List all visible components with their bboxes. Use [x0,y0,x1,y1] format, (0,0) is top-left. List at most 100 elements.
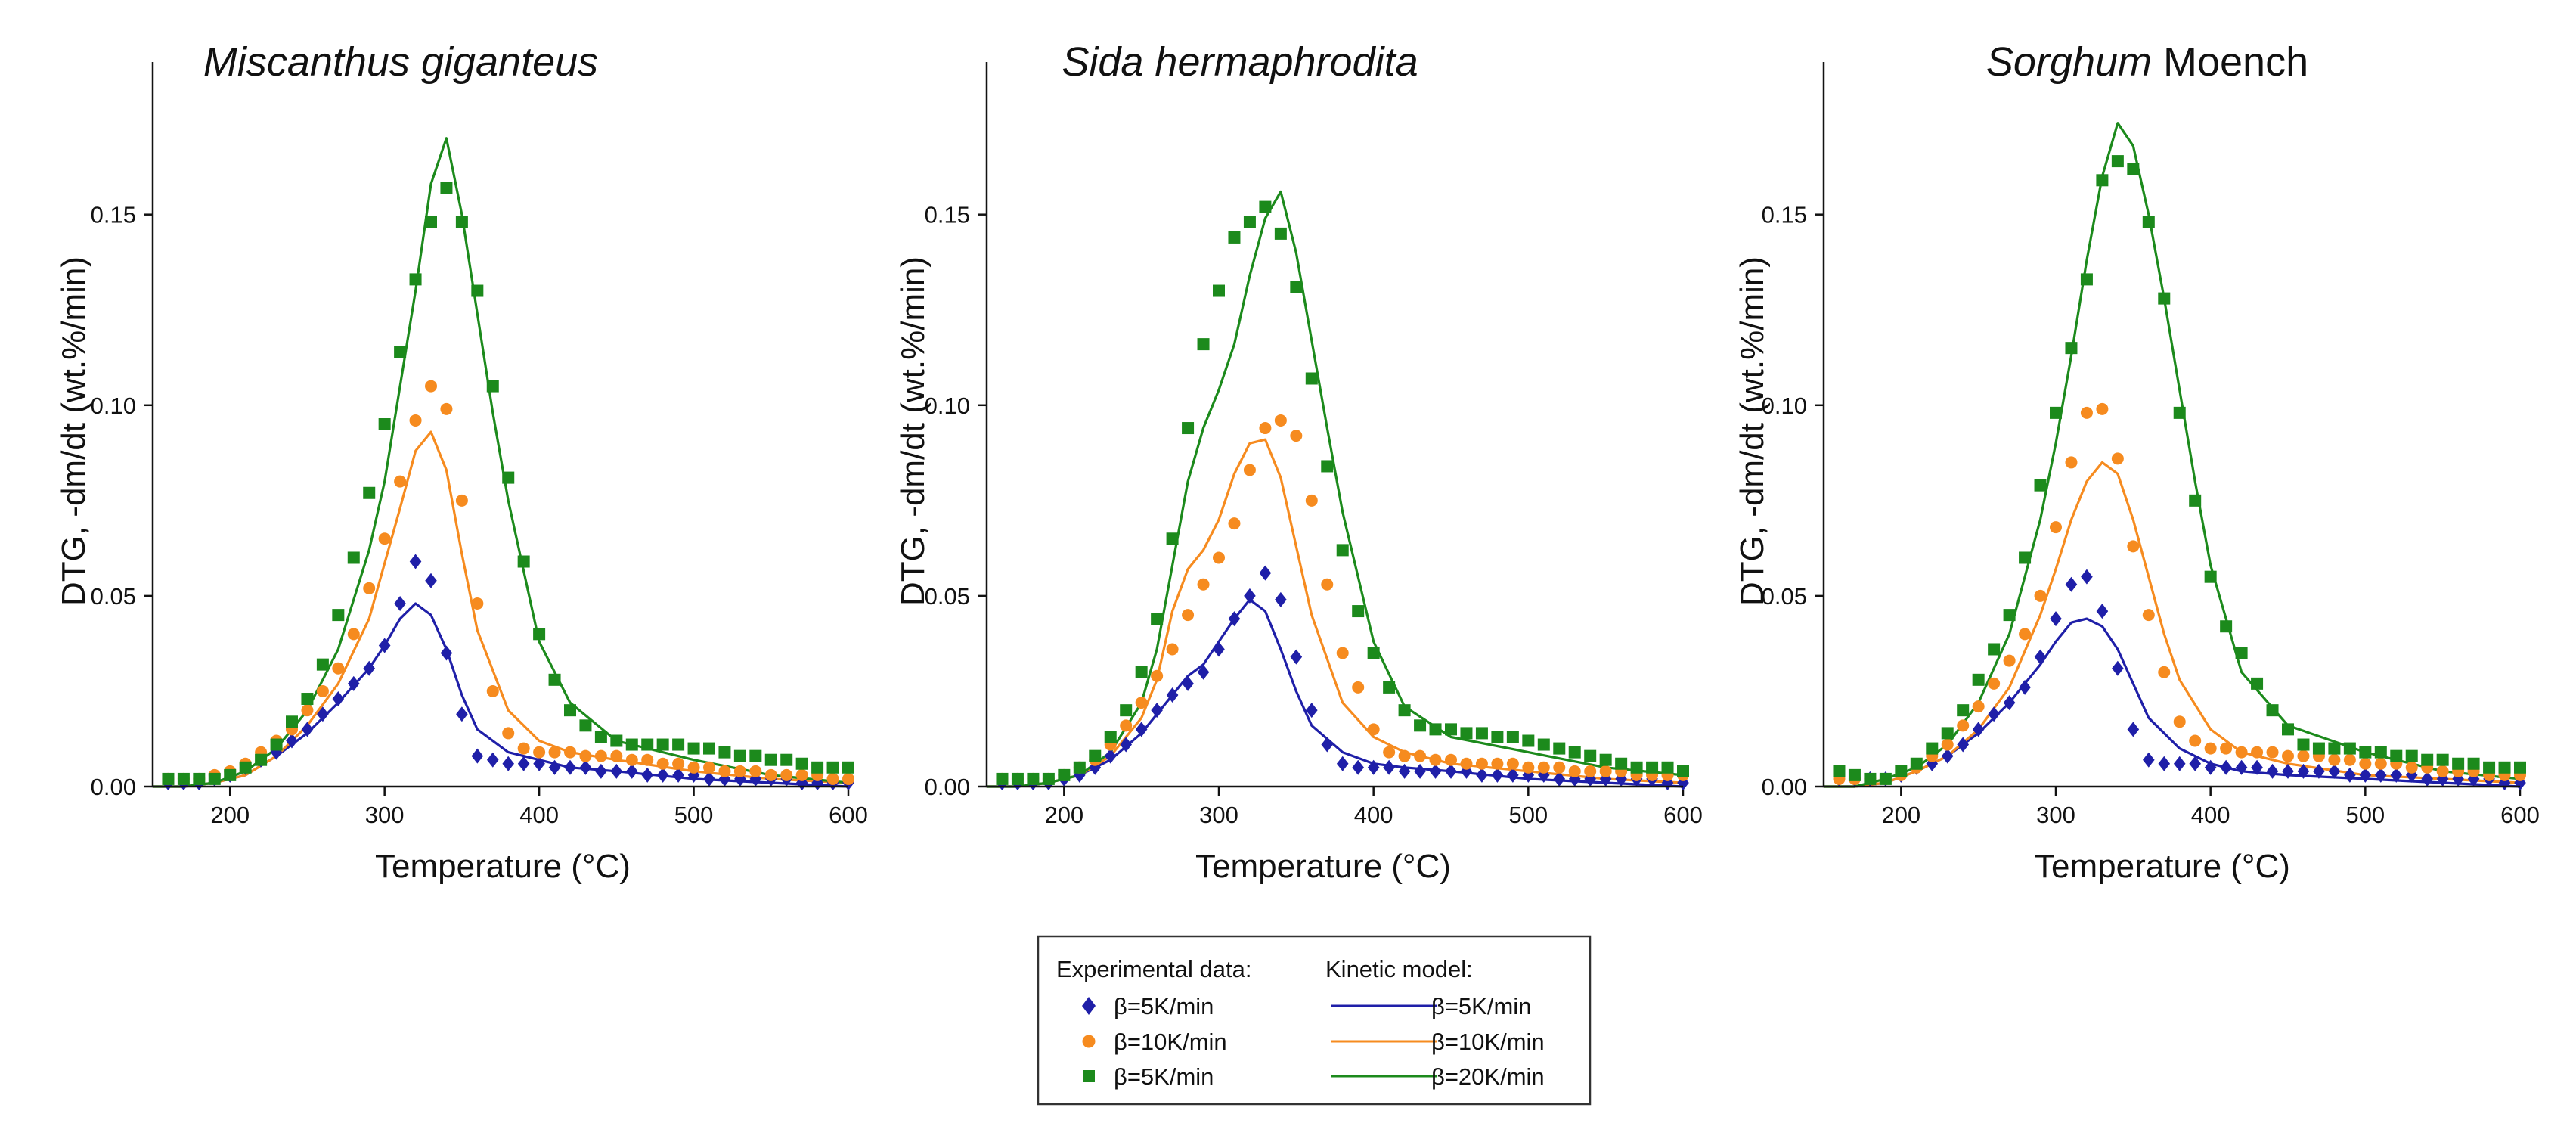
data-point-square [1042,772,1055,785]
panel-sorghum: Sorghum Moench DTG, -dm/dt (wt.%/min) Te… [1734,39,2540,885]
panel-title-italic: Sida hermaphrodita [1062,39,1418,85]
data-point-diamond [2359,767,2372,783]
data-point-square [2405,749,2418,762]
data-point-square [2127,163,2140,175]
data-point-square [1584,749,1597,762]
y-tick-label: 0.05 [91,583,136,610]
data-point-circle [1475,757,1488,770]
y-tick-label: 0.00 [1762,774,1807,800]
data-point-diamond [1182,675,1194,691]
data-point-square [718,746,731,759]
x-tick-label: 500 [674,802,714,828]
data-point-circle [2050,521,2062,534]
data-point-square [2266,704,2279,717]
data-point-square [1895,765,1908,777]
data-point-square [1972,673,1985,686]
panel-title: Sida hermaphrodita [1062,39,1418,85]
data-point-circle [1398,749,1411,762]
data-point-square [2096,174,2109,187]
data-point-square [2514,761,2526,774]
data-point-square [2204,570,2217,583]
data-point-square [1957,704,1970,717]
data-point-circle [1941,738,1954,751]
data-point-square [162,772,175,785]
data-point-diamond [564,759,576,775]
data-point-square [687,742,700,755]
data-point-circle [2251,746,2264,759]
data-point-square [764,753,777,766]
data-point-square [239,761,252,774]
data-point-diamond [301,722,314,737]
data-point-square [795,757,808,770]
data-point-square [332,609,345,622]
y-tick-label: 0.15 [1762,202,1807,228]
data-point-square [1537,738,1550,751]
data-point-square [1259,200,1272,213]
data-point-square [2080,273,2093,286]
data-point-diamond [1166,687,1179,703]
data-point-circle [1336,647,1349,659]
legend-square-marker [1083,1070,1095,1082]
data-point-circle [1182,609,1195,622]
data-point-circle [764,768,777,781]
data-point-square [1197,338,1210,351]
data-point-diamond [1197,664,1210,680]
data-point-circle [1290,430,1303,442]
data-point-square [177,772,190,785]
plot-layer [153,137,854,790]
data-point-circle [1120,719,1133,732]
data-point-square [2158,292,2171,305]
data-point-square [641,738,654,751]
data-point-diamond [2034,649,2047,665]
legend: Experimental data: Kinetic model: β=5K/m… [1037,935,1592,1106]
data-point-square [394,346,407,358]
data-point-circle [1259,422,1272,435]
data-point-square [255,753,268,766]
data-point-square [749,749,762,762]
data-point-circle [1352,681,1365,694]
data-point-square [1414,719,1427,732]
data-point-square [2235,647,2248,659]
data-point-circle [826,772,839,785]
data-point-diamond [625,763,638,779]
data-point-square [1135,666,1148,678]
data-point-circle [2065,456,2078,469]
data-point-square [2034,479,2047,492]
data-point-circle [2235,746,2248,759]
data-point-square [224,768,237,781]
data-point-circle [301,704,314,717]
legend-experimental-header: Experimental data: [1056,956,1251,982]
data-point-square [2374,746,2387,759]
ticks-layer: 200 300 400 500 600 0.00 0.05 0.10 0.15 [925,202,1703,828]
data-point-square [2189,494,2202,507]
axes-frame [1822,62,2520,788]
plot-layer [1824,122,2526,790]
model-line-20 [1824,122,2521,788]
data-point-square [2142,216,2155,228]
x-tick-label: 300 [1199,802,1238,828]
data-point-diamond [502,756,515,771]
data-point-square [2282,723,2294,736]
data-point-diamond [1383,759,1395,775]
data-point-square [656,738,669,751]
data-point-diamond [1352,759,1364,775]
data-point-square [1073,761,1086,774]
legend-exp-label: β=5K/min [1114,1063,1214,1090]
y-tick-label: 0.15 [925,202,970,228]
data-point-circle [517,742,530,755]
data-point-diamond [1104,748,1117,764]
data-point-diamond [2344,767,2356,783]
data-point-square [842,761,854,774]
data-point-diamond [2235,759,2248,775]
data-point-square [826,761,839,774]
data-point-square [1615,757,1628,770]
data-point-square [1661,761,1674,774]
data-point-circle [2359,757,2372,770]
data-point-circle [795,768,808,781]
data-point-circle [1135,697,1148,709]
data-point-diamond [517,756,530,771]
data-point-diamond [1972,722,1985,737]
panel-sida: Sida hermaphrodita DTG, -dm/dt (wt.%/min… [894,39,1703,885]
x-tick-label: 500 [2345,802,2385,828]
